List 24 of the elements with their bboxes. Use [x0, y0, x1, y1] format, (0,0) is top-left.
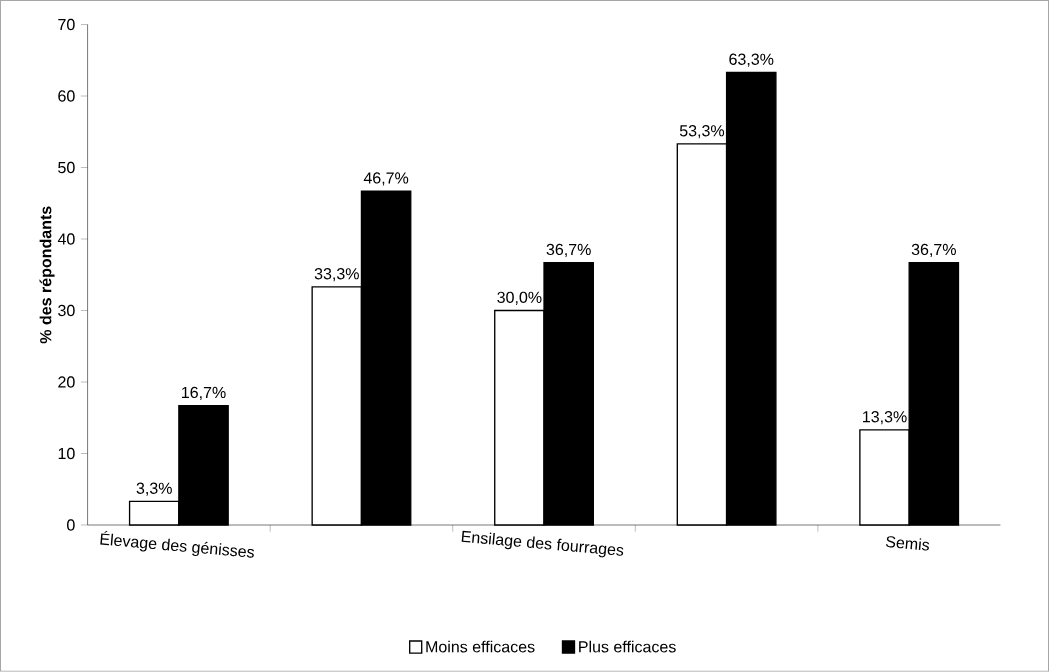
- x-tick-label: Ensilage des fourrages: [461, 530, 624, 558]
- y-tick-label: 20: [58, 376, 75, 388]
- y-tick-label: 0: [67, 519, 75, 531]
- data-label: 16,7%: [182, 386, 226, 401]
- data-label: 33,3%: [314, 268, 359, 282]
- y-tick-label: 10: [58, 448, 75, 460]
- data-label: 13,3%: [863, 411, 907, 425]
- data-label: 30,0%: [497, 291, 542, 306]
- y-tick-label: 60: [58, 90, 75, 102]
- data-label: 3,3%: [136, 482, 172, 496]
- y-tick-label: 30: [58, 305, 75, 317]
- data-label: 46,7%: [363, 172, 409, 186]
- y-tick-label: 50: [58, 162, 75, 174]
- y-tick-label: 70: [58, 19, 75, 31]
- x-tick-label: Élevage des génisses: [100, 531, 255, 558]
- data-label: 53,3%: [679, 125, 725, 139]
- legend-label: Plus efficaces: [579, 640, 676, 653]
- data-label: 36,7%: [546, 243, 591, 258]
- legend-label: Moins efficaces: [426, 640, 535, 653]
- x-tick-label: Semis: [885, 536, 930, 551]
- data-label: 63,3%: [729, 53, 774, 67]
- y-tick-label: 40: [57, 233, 75, 245]
- y-axis-title: % des répondants: [39, 206, 55, 344]
- data-label: 36,7%: [911, 243, 956, 258]
